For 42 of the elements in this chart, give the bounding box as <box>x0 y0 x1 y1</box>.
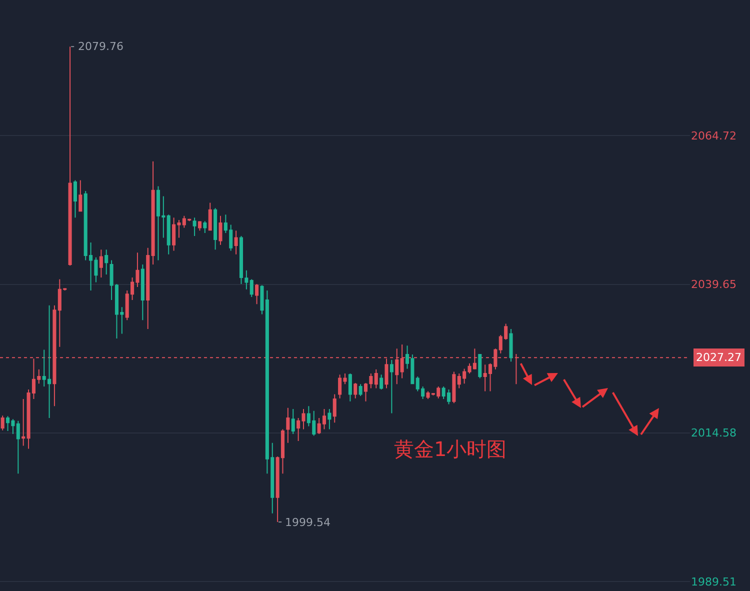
annotation: 1999.54 <box>285 516 330 529</box>
candlestick <box>203 220 207 234</box>
candlestick <box>380 374 384 390</box>
candlestick <box>208 202 212 232</box>
candlestick <box>73 180 77 218</box>
candlestick <box>354 382 358 399</box>
candlestick <box>255 284 259 305</box>
candlestick <box>68 46 72 266</box>
candlestick <box>140 264 144 321</box>
candlestick <box>22 398 26 446</box>
candlestick <box>328 408 332 430</box>
y-tick-label: 1989.51 <box>691 575 736 588</box>
candlestick <box>234 230 238 255</box>
candlestick <box>104 249 108 276</box>
candlestick <box>286 407 290 444</box>
candlestick <box>348 372 352 402</box>
y-tick-label: 2014.58 <box>691 426 736 440</box>
candlestick <box>151 160 155 265</box>
candlestick <box>358 384 362 397</box>
candlestick <box>478 353 482 379</box>
candlestick <box>78 180 82 212</box>
candlestick <box>146 247 150 330</box>
y-tick-label: 2039.65 <box>691 278 736 292</box>
annotation: 黄金1小时图 <box>394 437 507 461</box>
annotation: 2079.76 <box>78 40 124 53</box>
candlestick <box>452 371 456 404</box>
candlestick <box>198 220 202 232</box>
candlestick <box>192 217 196 236</box>
candlestick <box>374 368 378 389</box>
candlestick <box>509 328 513 362</box>
candlestick <box>390 359 394 414</box>
candlestick <box>214 208 218 250</box>
ref-line-label: 2027.27 <box>696 351 742 364</box>
candlestick <box>332 394 336 424</box>
candlestick <box>16 420 20 474</box>
candlestick <box>166 214 170 255</box>
candlestick <box>99 249 103 278</box>
y-tick-label: 2064.72 <box>691 130 736 143</box>
candlestick <box>250 278 254 298</box>
candlestick <box>218 215 222 246</box>
candlestick <box>0 415 4 431</box>
candlestick <box>291 408 295 434</box>
